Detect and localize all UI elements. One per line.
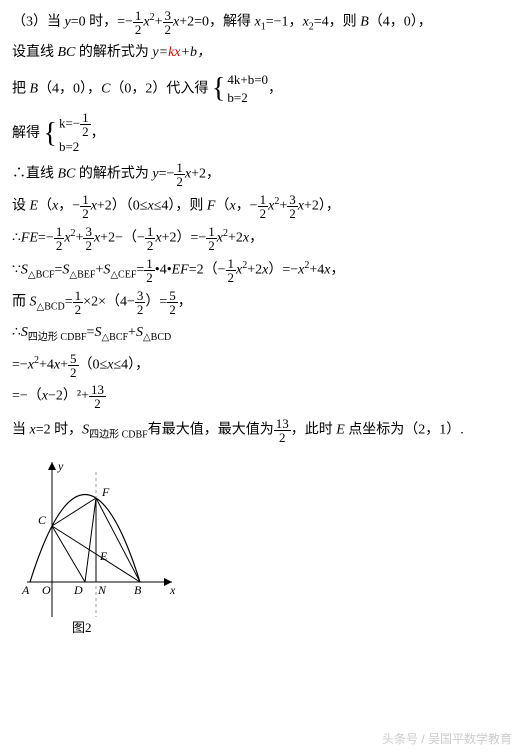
svg-text:D: D: [73, 583, 83, 597]
svg-text:O: O: [42, 583, 51, 597]
line-4: 解得 { k=−12 b=2 ，: [12, 111, 510, 156]
line-11: =−x2+4x+52（0≤x≤4），: [12, 351, 510, 379]
line-8: ∵S△BCF=S△BEF+S△CEF=12•4•EF=2（−12x2+2x）=−…: [12, 256, 510, 284]
svg-text:x: x: [169, 583, 176, 597]
line-3: 把 B（4，0），C（0，2）代入得 {4k+b=0b=2，: [12, 71, 510, 107]
line-12: =−（x−2）²+132: [12, 383, 510, 410]
svg-text:B: B: [134, 583, 142, 597]
svg-text:图2: 图2: [72, 620, 92, 635]
line-2: 设直线 BC 的解析式为 y=kx+b，: [12, 40, 510, 67]
line-7: ∴FE=−12x2+32x+2−（−12x+2）=−12x2+2x，: [12, 224, 510, 252]
line-5: ∴直线 BC 的解析式为 y=−12x+2，: [12, 161, 510, 188]
svg-text:y: y: [57, 459, 64, 473]
footer-credit: 头条号 / 吴国平数学教育: [382, 728, 512, 751]
svg-text:A: A: [21, 583, 30, 597]
line-10: ∴S四边形 CDBF=S△BCF+S△BCD: [12, 320, 510, 347]
svg-text:C: C: [38, 513, 47, 527]
svg-text:F: F: [101, 485, 110, 499]
line-6: 设 E（x，−12x+2）（0≤x≤4），则 F（x，−12x2+32x+2），: [12, 192, 510, 220]
parabola-diagram: y x A O D N B C E F 图2: [12, 452, 182, 637]
svg-text:N: N: [97, 583, 107, 597]
line-9: 而 S△BCD=12×2×（4−32）=52，: [12, 289, 510, 317]
line-13: 当 x=2 时，S四边形 CDBF有最大值，最大值为132，此时 E 点坐标为（…: [12, 417, 510, 445]
line-1: （3）当 y=0 时，=−12x2+32x+2=0，解得 x1=−1，x2=4，…: [12, 8, 510, 36]
figure-2: y x A O D N B C E F 图2: [12, 452, 510, 637]
svg-text:E: E: [99, 549, 108, 563]
